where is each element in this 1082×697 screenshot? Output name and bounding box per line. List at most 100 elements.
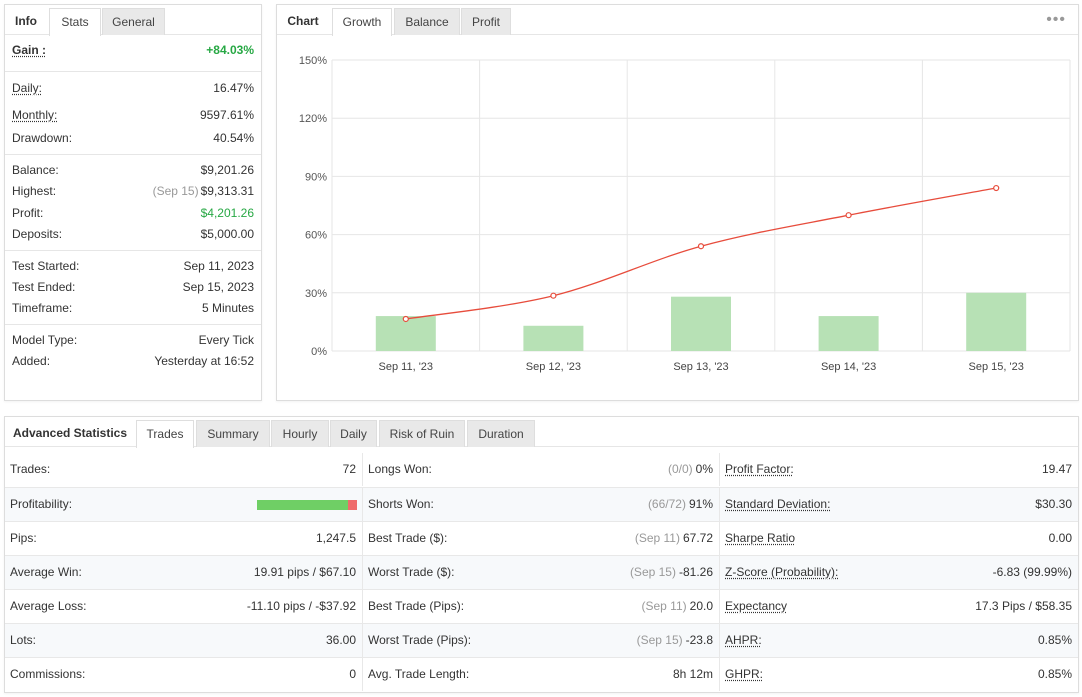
tab-general[interactable]: General (102, 8, 165, 35)
column-divider (719, 590, 720, 623)
stat-label[interactable]: Profit Factor: (725, 462, 794, 476)
stat-value: 0 (349, 667, 356, 681)
deposits-label: Deposits: (12, 227, 63, 241)
model-type-label: Model Type: (12, 333, 78, 347)
tab-trades[interactable]: Trades (136, 420, 194, 448)
timeframe-row: Timeframe: 5 Minutes (12, 298, 254, 318)
daily-label[interactable]: Daily: (12, 81, 43, 95)
gain-label[interactable]: Gain : (12, 43, 47, 57)
stat-label[interactable]: Standard Deviation: (725, 497, 831, 511)
monthly-value: 9597.61% (199, 108, 254, 122)
stat-label[interactable]: AHPR: (725, 633, 762, 647)
stat-value: (0/0) 0% (668, 453, 713, 486)
profit-value: $4,201.26 (200, 206, 254, 220)
monthly-row: Monthly: 9597.61% (12, 105, 254, 125)
model-type-row: Model Type: Every Tick (12, 330, 254, 350)
stat-value-text: 8h 12m (672, 667, 713, 681)
gain-row: Gain : +84.03% (12, 40, 254, 60)
stat-value: 19.47 (1041, 462, 1072, 476)
highest-value: $9,313.31 (200, 184, 254, 198)
stat-value-text: -81.26 (678, 565, 713, 579)
tab-balance[interactable]: Balance (394, 8, 460, 35)
highest-row: Highest: (Sep 15) $9,313.31 (12, 181, 254, 201)
monthly-label[interactable]: Monthly: (12, 108, 58, 122)
stat-label[interactable]: Z-Score (Probability): (725, 565, 839, 579)
stat-label[interactable]: Sharpe Ratio (725, 531, 796, 545)
gain-value: +84.03% (206, 43, 254, 57)
stat-sub: (0/0) (667, 462, 693, 476)
x-tick-label: Sep 15, '23 (969, 361, 1024, 373)
profit-row: Profit: $4,201.26 (12, 203, 254, 223)
drawdown-label: Drawdown: (12, 131, 73, 145)
stats-table: Trades: 72 Longs Won: (0/0) 0% Profit Factor:… (5, 453, 1078, 693)
y-tick-label: 150% (299, 55, 327, 67)
chart-bar[interactable] (818, 316, 879, 351)
chart-bar[interactable] (523, 325, 584, 351)
growth-chart: 150% 120% 90% 60% 30% 0% Sep 11, '23 Sep 12, '2… (299, 55, 1071, 373)
column-divider (362, 453, 363, 486)
tab-risk-of-ruin[interactable]: Risk of Ruin (379, 420, 465, 447)
tab-growth[interactable]: Growth (332, 8, 392, 36)
stat-label[interactable]: Expectancy (725, 599, 788, 613)
stats-tabbar: Advanced Statistics Trades Summary Hourl… (5, 417, 1078, 448)
column-divider (719, 556, 720, 589)
advanced-statistics-panel: Advanced Statistics Trades Summary Hourl… (4, 416, 1079, 693)
stat-value-text: 0% (695, 462, 713, 476)
growth-point[interactable] (697, 243, 705, 250)
stat-value: 1,247.5 (315, 531, 356, 545)
column-divider (362, 658, 363, 691)
tab-info[interactable]: Info (15, 14, 37, 28)
column-divider (362, 556, 363, 589)
divider (5, 71, 261, 72)
y-tick-label: 120% (299, 113, 327, 125)
tab-duration[interactable]: Duration (467, 420, 535, 447)
stat-value: -11.10 pips / -$37.92 (246, 599, 356, 613)
divider (5, 324, 261, 325)
drawdown-value: 40.54% (213, 131, 254, 145)
column-divider (362, 624, 363, 657)
stat-value: 0.85% (1037, 667, 1072, 681)
tab-advanced-statistics[interactable]: Advanced Statistics (12, 426, 128, 440)
chart-bar[interactable] (671, 296, 731, 351)
tab-hourly[interactable]: Hourly (271, 420, 329, 447)
column-divider (719, 488, 720, 521)
tab-daily[interactable]: Daily (330, 420, 377, 447)
stat-value-text: 20.0 (689, 599, 713, 613)
divider (5, 250, 261, 251)
profitability-bar-lost (348, 500, 357, 510)
stat-label: Shorts Won: (368, 497, 434, 511)
stat-label: Avg. Trade Length: (368, 667, 470, 681)
table-row: Commissions: 0 Avg. Trade Length: 8h 12m GHP… (5, 657, 1078, 691)
growth-point[interactable] (402, 315, 409, 323)
deposits-row: Deposits: $5,000.00 (12, 224, 254, 244)
stat-value: 19.91 pips / $67.10 (253, 565, 356, 579)
chart-bar[interactable] (966, 292, 1027, 351)
drawdown-row: Drawdown: 40.54% (12, 128, 254, 148)
tab-summary[interactable]: Summary (196, 420, 270, 447)
table-row: Average Loss: -11.10 pips / -$37.92 Best T… (5, 589, 1078, 623)
timeframe-value: 5 Minutes (201, 301, 254, 315)
more-dots-icon[interactable]: ••• (1046, 11, 1066, 28)
stat-sub: (Sep 15) (629, 565, 676, 579)
column-divider (362, 522, 363, 555)
table-row: Profitability: Shorts Won: (66/72) 91% Stand… (5, 487, 1078, 521)
stat-value: 8h 12m (670, 658, 713, 691)
table-row: Average Win: 19.91 pips / $67.10 Worst Tra… (5, 555, 1078, 589)
column-divider (719, 522, 720, 555)
daily-value: 16.47% (213, 81, 254, 95)
tab-stats[interactable]: Stats (49, 8, 101, 36)
growth-point[interactable] (550, 292, 557, 299)
stat-label: Average Win: (10, 565, 82, 579)
growth-point[interactable] (993, 184, 1000, 192)
stat-sub: (Sep 11) (634, 531, 680, 545)
test-started-row: Test Started: Sep 11, 2023 (12, 256, 254, 276)
stat-label[interactable]: GHPR: (725, 667, 764, 681)
stat-value: (Sep 11) 67.72 (635, 522, 713, 555)
test-started-value: Sep 11, 2023 (183, 259, 254, 273)
tab-chart[interactable]: Chart (287, 14, 319, 28)
stat-value: $30.30 (1035, 497, 1072, 511)
growth-point[interactable] (845, 212, 852, 219)
stat-label: Pips: (10, 531, 37, 545)
stat-value: 17.3 Pips / $58.35 (975, 599, 1072, 613)
tab-profit[interactable]: Profit (461, 8, 511, 35)
